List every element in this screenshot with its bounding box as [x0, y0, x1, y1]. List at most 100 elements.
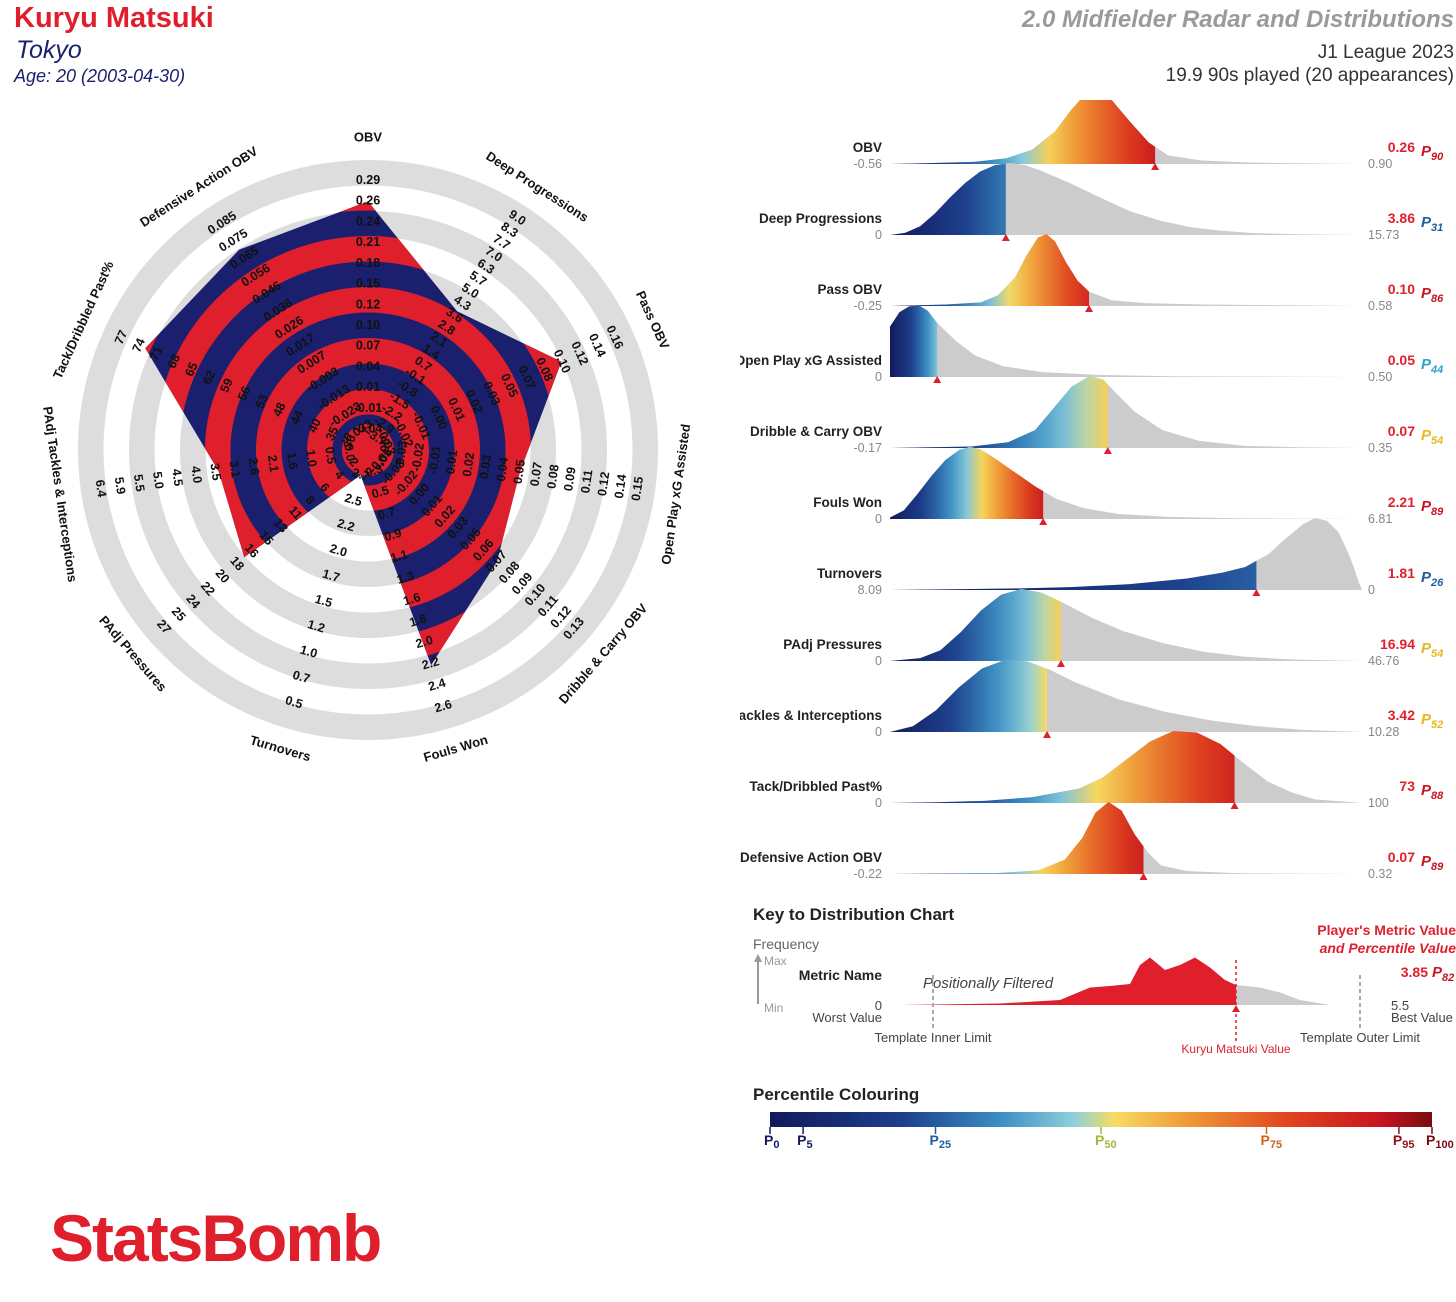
key-min-label: Min — [764, 1001, 783, 1015]
distribution-min-label: -0.25 — [854, 299, 883, 313]
radar-tick-label: 44 — [288, 408, 307, 427]
radar-tick-label: 3.5 — [207, 462, 223, 481]
distribution-percentile: P89 — [1421, 853, 1444, 873]
distribution-player-value: 16.94 — [1380, 636, 1415, 652]
distribution-percentile: P88 — [1421, 782, 1444, 802]
key-best-label: Best Value — [1391, 1010, 1453, 1025]
key-player-value-title: Player's Metric Value — [1317, 922, 1456, 938]
player-value-marker — [1001, 234, 1010, 241]
radar-center — [342, 424, 394, 476]
radar-tick-label: 0.01 — [443, 449, 460, 475]
radar-tick-label: 0.15 — [356, 277, 380, 291]
radar-tick-label: 4.5 — [169, 468, 185, 487]
radar-axis-label: Turnovers — [248, 732, 312, 764]
percentile-ticks: P0 P5 P25 P50 P75 P95 P100 — [764, 1127, 1454, 1151]
percentile-tick-label: P100 — [1426, 1132, 1454, 1151]
statsbomb-logo: StatsBomb — [50, 1201, 382, 1275]
player-value-marker — [1043, 731, 1052, 738]
radar-tick-label: 1.5 — [313, 592, 334, 610]
percentile-gradient-bar — [770, 1112, 1432, 1127]
distribution-min-label: -0.22 — [854, 867, 883, 881]
distribution-max-label: 10.28 — [1368, 725, 1399, 739]
key-worst-number: 0 — [875, 998, 882, 1013]
distribution-player-value: 73 — [1399, 778, 1415, 794]
distribution-player-value: 0.07 — [1388, 423, 1415, 439]
radar-tick-label: -0.03 — [392, 440, 410, 470]
distribution-percentile: P90 — [1421, 143, 1444, 163]
radar-tick-label: -0.01 — [426, 444, 444, 474]
radar-tick-label: 65 — [182, 360, 201, 379]
radar-tick-label: 0.26 — [356, 194, 380, 208]
distribution-player-value: 0.26 — [1388, 139, 1415, 155]
distribution-metric-label: Deep Progressions — [759, 211, 882, 226]
distribution-player-value: 1.81 — [1388, 565, 1415, 581]
radar-tick-label: 0.11 — [578, 469, 595, 494]
radar-tick-label: 48 — [270, 400, 289, 419]
radar-tick-label: 1.2 — [306, 617, 327, 635]
distribution-player-fill — [890, 163, 1006, 235]
distribution-player-fill — [890, 589, 1061, 661]
radar-tick-label: 0.15 — [629, 476, 646, 502]
percentile-tick-label: P95 — [1393, 1132, 1415, 1151]
player-value-marker — [1056, 660, 1065, 667]
radar-tick-label: 25 — [169, 604, 189, 624]
radar-tick-label: 0.7 — [291, 668, 312, 686]
radar-tick-label: 0.0 — [341, 443, 357, 462]
distribution-max-label: 0.50 — [1368, 370, 1392, 384]
percentile-colouring-legend: Percentile Colouring P0 P5 P25 P50 P75 P95 P10… — [753, 1085, 1454, 1151]
distribution-player-value: 3.42 — [1388, 707, 1415, 723]
radar-tick-label: 74 — [129, 336, 148, 355]
distribution-max-label: 0.32 — [1368, 867, 1392, 881]
player-value-marker — [1230, 802, 1239, 809]
key-example-value: 3.85 — [1401, 964, 1428, 980]
radar-tick-label: 1.6 — [284, 451, 300, 470]
radar-tick-label: 1.6 — [401, 590, 422, 608]
radar-tick-label: 4.0 — [188, 465, 204, 484]
radar-tick-label: 0.10 — [356, 318, 380, 332]
radar-tick-label: 3.1 — [227, 460, 243, 479]
distribution-player-value: 3.86 — [1388, 210, 1415, 226]
radar-tick-label: 0.04 — [356, 359, 380, 373]
distribution-metric-label: Turnovers — [817, 566, 882, 581]
distribution-area — [890, 376, 1362, 448]
radar-tick-label: 2.1 — [265, 454, 281, 473]
distribution-max-label: 0 — [1368, 583, 1375, 597]
radar-tick-label: 71 — [147, 344, 166, 363]
radar-tick-label: 5.0 — [150, 471, 166, 490]
radar-tick-label: 0.03 — [477, 454, 494, 480]
distribution-metric-label: Fouls Won — [813, 495, 882, 510]
distribution-max-label: 15.73 — [1368, 228, 1399, 242]
radar-tick-label: 56 — [235, 384, 254, 403]
radar-tick-label: 0.05 — [511, 459, 528, 485]
distribution-min-label: 0 — [875, 654, 882, 668]
percentile-tick-label: P0 — [764, 1132, 779, 1151]
radar-tick-label: 1.8 — [408, 611, 429, 629]
radar-tick-label: -0.05 — [375, 437, 393, 467]
radar-chart: -0.04-0.010.010.040.070.100.120.150.180.… — [40, 129, 693, 764]
distribution-player-fill — [890, 376, 1108, 448]
key-title: Key to Distribution Chart — [753, 905, 955, 924]
distribution-metric-label: Tack/Dribbled Past% — [749, 779, 882, 794]
distribution-metric-label: PAdj Tackles & Interceptions — [740, 708, 882, 723]
distribution-player-fill — [890, 234, 1090, 306]
distribution-max-label: 0.58 — [1368, 299, 1392, 313]
distribution-player-fill — [890, 731, 1235, 803]
radar-tick-label: 0.12 — [595, 471, 612, 497]
key-player-value-label: Kuryu Matsuki Value — [1181, 1042, 1290, 1056]
distribution-min-label: -0.17 — [854, 441, 883, 455]
radar-tick-label: 2.6 — [246, 457, 262, 476]
key-inner-limit-label: Template Inner Limit — [874, 1030, 991, 1045]
radar-tick-label: 0.14 — [612, 473, 629, 499]
radar-tick-label: 62 — [200, 368, 219, 387]
radar-tick-label: 2.7 — [350, 465, 371, 483]
key-max-label: Max — [764, 954, 787, 968]
distribution-metric-label: OBV — [853, 140, 882, 155]
radar-tick-label: 1.0 — [298, 643, 319, 661]
distribution-metric-label: Pass OBV — [817, 282, 882, 297]
distribution-min-label: 0 — [875, 796, 882, 810]
radar-tick-label: 1.0 — [303, 449, 319, 468]
key-positionally-filtered: Positionally Filtered — [923, 975, 1054, 992]
radar-tick-label: 1.7 — [321, 567, 342, 585]
player-name: Kuryu Matsuki — [14, 2, 214, 34]
radar-axis-label: Open Play xG Assisted — [658, 423, 693, 566]
